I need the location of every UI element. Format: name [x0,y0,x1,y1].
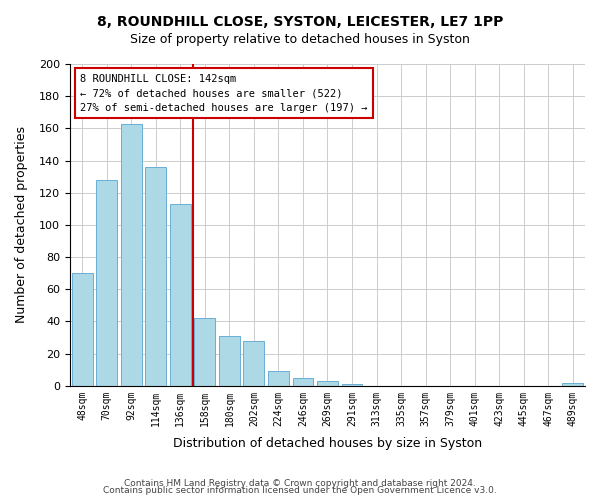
Text: 8 ROUNDHILL CLOSE: 142sqm
← 72% of detached houses are smaller (522)
27% of semi: 8 ROUNDHILL CLOSE: 142sqm ← 72% of detac… [80,74,368,114]
Bar [72,273,92,386]
Bar [244,340,265,386]
Bar [293,378,313,386]
Text: Size of property relative to detached houses in Syston: Size of property relative to detached ho… [130,32,470,46]
Text: Contains public sector information licensed under the Open Government Licence v3: Contains public sector information licen… [103,486,497,495]
Bar [145,167,166,386]
Bar [97,180,117,386]
Bar [317,381,338,386]
Bar [121,124,142,386]
Bar [194,318,215,386]
Y-axis label: Number of detached properties: Number of detached properties [15,126,28,324]
Text: 8, ROUNDHILL CLOSE, SYSTON, LEICESTER, LE7 1PP: 8, ROUNDHILL CLOSE, SYSTON, LEICESTER, L… [97,15,503,29]
Bar [562,382,583,386]
Text: Contains HM Land Registry data © Crown copyright and database right 2024.: Contains HM Land Registry data © Crown c… [124,478,476,488]
Bar [219,336,240,386]
Bar [268,372,289,386]
Bar [170,204,191,386]
X-axis label: Distribution of detached houses by size in Syston: Distribution of detached houses by size … [173,437,482,450]
Bar [341,384,362,386]
